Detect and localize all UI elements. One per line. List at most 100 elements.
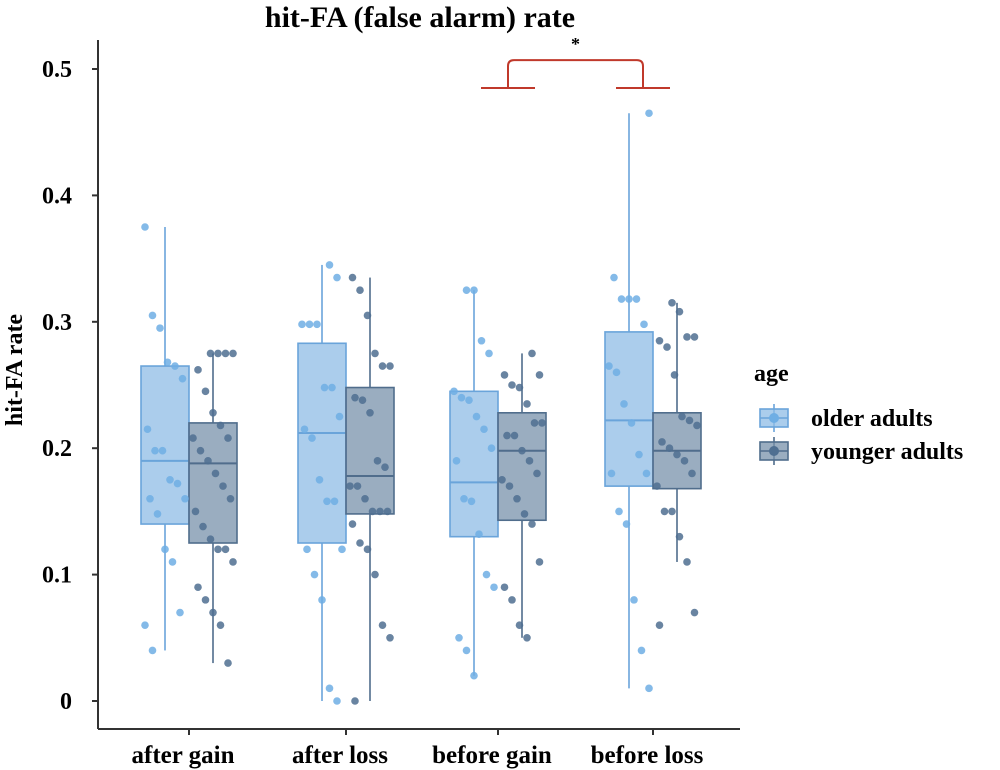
data-point: [508, 381, 516, 389]
data-point: [683, 558, 691, 566]
data-point: [209, 608, 217, 617]
data-point: [148, 311, 157, 320]
data-point: [635, 450, 643, 459]
y-axis-label: hit-FA rate: [2, 314, 28, 427]
data-point: [378, 362, 387, 370]
data-point: [508, 596, 516, 604]
data-point: [467, 497, 476, 506]
data-point: [325, 684, 334, 693]
data-point: [156, 324, 164, 332]
y-tick-label: 0.1: [42, 563, 72, 589]
point-layer: [141, 109, 701, 705]
data-point: [612, 368, 621, 377]
data-point: [386, 634, 394, 642]
data-point: [194, 366, 202, 374]
data-point: [216, 421, 225, 430]
data-point: [330, 497, 339, 506]
data-point: [525, 457, 534, 465]
data-point: [313, 320, 321, 329]
data-point: [645, 684, 653, 693]
data-point: [535, 558, 544, 566]
legend: age older adults younger adults: [754, 361, 963, 465]
data-point: [204, 457, 212, 465]
box: [497, 412, 547, 522]
data-point: [515, 383, 524, 392]
data-point: [528, 520, 536, 528]
data-point: [663, 343, 671, 351]
data-point: [465, 396, 473, 404]
data-point: [675, 307, 684, 316]
data-point: [460, 494, 468, 503]
data-point: [472, 412, 481, 421]
legend-label: older adults: [811, 406, 933, 432]
data-point: [530, 419, 539, 427]
data-point: [653, 482, 661, 490]
legend-key-point: [769, 413, 779, 423]
data-point: [475, 530, 483, 538]
data-point: [528, 349, 536, 358]
data-point: [323, 497, 331, 506]
data-point: [675, 532, 684, 541]
data-point: [221, 545, 230, 554]
data-point: [318, 596, 326, 604]
data-point: [176, 608, 184, 617]
data-point: [315, 476, 324, 484]
data-point: [153, 510, 162, 518]
data-point: [194, 583, 202, 592]
data-point: [485, 349, 493, 358]
data-point: [216, 621, 225, 629]
data-point: [371, 349, 379, 358]
y-tick-label: 0.2: [42, 436, 72, 462]
axes: 0 0.1 0.2 0.3 0.4 0.5 after gain after loss befo…: [42, 40, 740, 769]
data-point: [178, 374, 187, 383]
data-point: [632, 295, 641, 303]
box: [345, 386, 395, 515]
data-point: [141, 223, 149, 231]
data-point: [158, 446, 167, 455]
data-point: [356, 286, 364, 295]
data-point: [305, 320, 314, 329]
data-point: [229, 349, 237, 358]
data-point: [300, 425, 309, 434]
data-point: [168, 558, 177, 566]
data-point: [298, 320, 306, 329]
data-point: [229, 558, 237, 566]
data-point: [690, 608, 699, 617]
data-point: [658, 438, 666, 446]
data-point: [356, 539, 364, 547]
data-point: [668, 507, 676, 516]
data-point: [678, 412, 686, 421]
data-point: [333, 697, 341, 705]
significance-star: *: [571, 34, 580, 54]
data-point: [668, 299, 676, 307]
data-point: [224, 434, 232, 442]
data-point: [490, 583, 498, 592]
data-point: [482, 570, 491, 579]
data-point: [655, 621, 664, 629]
data-point: [660, 507, 669, 516]
data-point: [141, 621, 149, 629]
data-point: [196, 446, 205, 455]
data-point: [308, 434, 316, 442]
data-point: [513, 494, 521, 503]
box-layer: [140, 113, 702, 701]
data-point: [333, 273, 341, 282]
data-point: [143, 425, 152, 434]
data-point: [226, 494, 235, 503]
data-point: [487, 444, 496, 453]
data-point: [630, 596, 638, 604]
data-point: [373, 457, 382, 465]
x-tick-label: before loss: [591, 742, 704, 769]
legend-label: younger adults: [811, 439, 963, 465]
data-point: [171, 362, 179, 370]
data-point: [620, 400, 628, 408]
data-point: [457, 393, 466, 402]
data-point: [500, 371, 509, 379]
data-point: [146, 494, 154, 503]
annotation-layer: *: [481, 34, 670, 89]
data-point: [535, 371, 544, 379]
data-point: [221, 349, 230, 358]
data-point: [325, 261, 334, 269]
data-point: [642, 469, 651, 478]
data-point: [368, 507, 377, 516]
